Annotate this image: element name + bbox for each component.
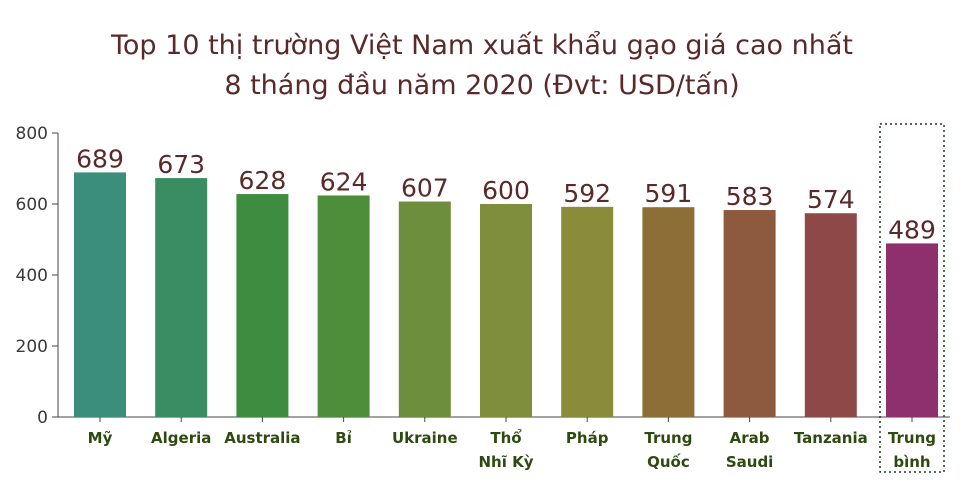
x-tick-label: Ukraine: [392, 429, 458, 447]
x-tick-label: Trung bình: [888, 429, 936, 471]
x-tick-label: Algeria: [151, 429, 211, 447]
bar: [74, 172, 126, 417]
bar-value-label: 628: [239, 166, 287, 195]
bar-value-label: 591: [645, 179, 693, 208]
y-tick-label: 400: [16, 266, 48, 286]
chart-title-line1: Top 10 thị trường Việt Nam xuất khẩu gạo…: [111, 30, 853, 61]
x-tick-label: Bỉ: [335, 429, 352, 447]
bar-value-label: 574: [807, 185, 855, 214]
bar: [886, 243, 938, 417]
x-tick-label: Arab Saudi: [726, 429, 773, 471]
bar: [398, 201, 451, 417]
bar-value-label: 624: [320, 167, 368, 196]
bar: [155, 178, 208, 417]
bar-value-label: 592: [563, 179, 611, 208]
bar: [236, 194, 289, 417]
bar: [804, 213, 857, 417]
x-tick-label: Australia: [224, 429, 300, 447]
bar: [317, 195, 370, 417]
y-tick-label: 800: [16, 124, 48, 144]
x-tick-label: Tanzania: [794, 429, 868, 447]
y-tick-label: 0: [37, 408, 48, 428]
bar-value-label: 689: [76, 144, 124, 173]
x-tick-label: Thổ Nhĩ Kỳ: [479, 428, 534, 471]
chart-title: Top 10 thị trường Việt Nam xuất khẩu gạo…: [0, 26, 964, 106]
x-tick-label: Trung Quốc: [644, 429, 692, 471]
bar-value-label: 673: [157, 150, 205, 179]
chart-title-line2: 8 tháng đầu năm 2020 (Đvt: USD/tấn): [224, 70, 740, 101]
highlight-box: [879, 123, 945, 473]
bar: [642, 207, 695, 417]
chart-labels: 689 Mỹ 673 Algeria 628 Australia 624 Bỉ 607 Ukrai…: [76, 123, 945, 473]
chart-axes: 0 200 400 600 800: [16, 124, 950, 428]
bar-value-label: 600: [482, 176, 530, 205]
x-tick-label: Pháp: [566, 429, 609, 447]
x-tick-label: Mỹ: [88, 429, 113, 447]
bar: [723, 210, 776, 417]
bar-value-label: 583: [726, 182, 774, 211]
y-tick-label: 200: [16, 337, 48, 357]
chart-bars: [74, 172, 938, 417]
bar: [561, 206, 614, 417]
y-tick-label: 600: [16, 195, 48, 215]
bar-value-label: 607: [401, 174, 449, 203]
bar-value-label: 489: [888, 215, 936, 244]
bar: [480, 204, 532, 417]
